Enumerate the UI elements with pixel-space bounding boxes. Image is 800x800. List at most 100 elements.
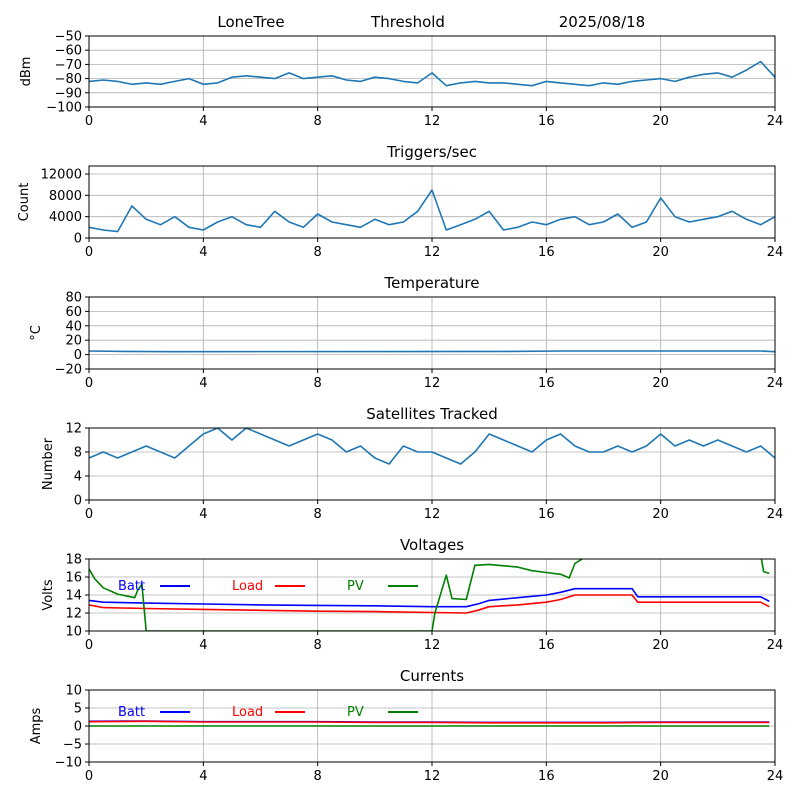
y-axis-label: dBm xyxy=(19,57,34,87)
x-tick-label: 8 xyxy=(314,507,322,522)
y-tick-label: −80 xyxy=(55,72,82,87)
y-tick-label: 0 xyxy=(74,348,82,363)
x-tick-label: 8 xyxy=(314,638,322,653)
x-tick-label: 20 xyxy=(652,769,669,784)
y-axis-label: Count xyxy=(17,183,32,222)
x-tick-label: 4 xyxy=(199,769,207,784)
chart-title: Voltages xyxy=(400,536,464,554)
series-line-batt xyxy=(89,587,770,608)
y-tick-label: −10 xyxy=(55,756,82,771)
x-tick-label: 4 xyxy=(199,507,207,522)
legend-label-load: Load xyxy=(232,705,263,720)
y-tick-label: 10 xyxy=(65,684,82,699)
x-tick-label: 24 xyxy=(767,769,784,784)
x-tick-label: 16 xyxy=(538,507,555,522)
x-tick-label: 20 xyxy=(652,507,669,522)
series-line-satellites xyxy=(89,428,775,465)
y-tick-label: 12 xyxy=(65,422,82,437)
y-tick-label: 40 xyxy=(65,319,82,334)
series-line-signal xyxy=(89,60,775,87)
y-tick-label: 14 xyxy=(65,589,82,604)
y-tick-label: 5 xyxy=(74,702,82,717)
y-axis-label: Amps xyxy=(29,707,44,744)
x-tick-label: 20 xyxy=(652,245,669,260)
y-tick-label: −5 xyxy=(63,738,82,753)
chart-title: Triggers/sec xyxy=(386,143,477,161)
y-tick-label: −60 xyxy=(55,44,82,59)
x-tick-label: 0 xyxy=(85,507,93,522)
y-axis-label: Number xyxy=(41,437,56,490)
x-tick-label: 24 xyxy=(767,507,784,522)
y-tick-label: −100 xyxy=(46,101,82,116)
header-label: Threshold xyxy=(370,13,445,31)
y-tick-label: 10 xyxy=(65,625,82,640)
y-axis-label: °C xyxy=(29,325,44,341)
x-tick-label: 4 xyxy=(199,114,207,129)
x-tick-label: 12 xyxy=(424,245,441,260)
chart-title: Satellites Tracked xyxy=(366,405,497,423)
x-tick-label: 0 xyxy=(85,638,93,653)
x-tick-label: 16 xyxy=(538,114,555,129)
x-tick-label: 24 xyxy=(767,638,784,653)
y-tick-label: 12 xyxy=(65,607,82,622)
y-tick-label: 4 xyxy=(74,470,82,485)
x-tick-label: 0 xyxy=(85,769,93,784)
x-tick-label: 20 xyxy=(652,114,669,129)
x-tick-label: 12 xyxy=(424,638,441,653)
x-tick-label: 16 xyxy=(538,769,555,784)
chart-signal: 0 4 8 12 16 20 24 −100−90−80−70−60−50 dBm xyxy=(19,30,783,130)
x-tick-label: 12 xyxy=(424,507,441,522)
y-axis-label: Volts xyxy=(41,579,56,611)
x-tick-label: 16 xyxy=(538,376,555,391)
series-line-temperature xyxy=(89,350,775,353)
header-station: LoneTree xyxy=(217,13,284,31)
legend-label-batt: Batt xyxy=(118,579,145,594)
x-tick-label: 16 xyxy=(538,245,555,260)
y-tick-label: −50 xyxy=(55,30,82,45)
x-tick-label: 8 xyxy=(314,114,322,129)
legend-label-load: Load xyxy=(232,579,263,594)
x-tick-label: 4 xyxy=(199,638,207,653)
series-line-load xyxy=(89,594,770,614)
x-tick-label: 8 xyxy=(314,245,322,260)
legend-label-batt: Batt xyxy=(118,705,145,720)
y-tick-label: 16 xyxy=(65,571,82,586)
chart-satellites: 0 4 8 12 16 20 24 0 4 8 12 Number Satellites Tracked xyxy=(41,405,783,522)
x-tick-label: 12 xyxy=(424,114,441,129)
y-tick-label: −70 xyxy=(55,58,82,73)
x-tick-label: 20 xyxy=(652,376,669,391)
y-tick-label: 0 xyxy=(74,494,82,509)
x-tick-label: 24 xyxy=(767,376,784,391)
series-line-triggers xyxy=(89,189,775,233)
series-line-pv xyxy=(89,559,770,631)
x-tick-label: 8 xyxy=(314,769,322,784)
y-tick-label: 60 xyxy=(65,305,82,320)
x-tick-label: 0 xyxy=(85,245,93,260)
x-tick-label: 12 xyxy=(424,376,441,391)
y-tick-label: 8000 xyxy=(49,189,82,204)
y-tick-label: 0 xyxy=(74,720,82,735)
chart-voltages: 0 4 8 12 16 20 24 10 12 14 16 18 Volts Voltages Batt Lo… xyxy=(41,536,783,653)
x-tick-label: 24 xyxy=(767,114,784,129)
x-tick-label: 20 xyxy=(652,638,669,653)
x-tick-label: 16 xyxy=(538,638,555,653)
header-date: 2025/08/18 xyxy=(559,13,645,31)
y-tick-label: −90 xyxy=(55,86,82,101)
y-tick-label: 80 xyxy=(65,291,82,306)
x-tick-label: 4 xyxy=(199,245,207,260)
x-tick-label: 0 xyxy=(85,114,93,129)
chart-triggers: 0 4 8 12 16 20 24 0 4000 8000 12000 Count Triggers/s… xyxy=(17,143,783,260)
chart-title: Temperature xyxy=(383,274,479,292)
y-tick-label: 18 xyxy=(65,553,82,568)
x-tick-label: 0 xyxy=(85,376,93,391)
chart-currents: 0 4 8 12 16 20 24 −10 −5 0 5 10 Amps Currents Batt Load… xyxy=(29,667,783,784)
x-tick-label: 8 xyxy=(314,376,322,391)
legend-label-pv: PV xyxy=(347,579,364,594)
legend-label-pv: PV xyxy=(347,705,364,720)
y-tick-label: 0 xyxy=(74,232,82,247)
series-line-load xyxy=(89,720,770,724)
